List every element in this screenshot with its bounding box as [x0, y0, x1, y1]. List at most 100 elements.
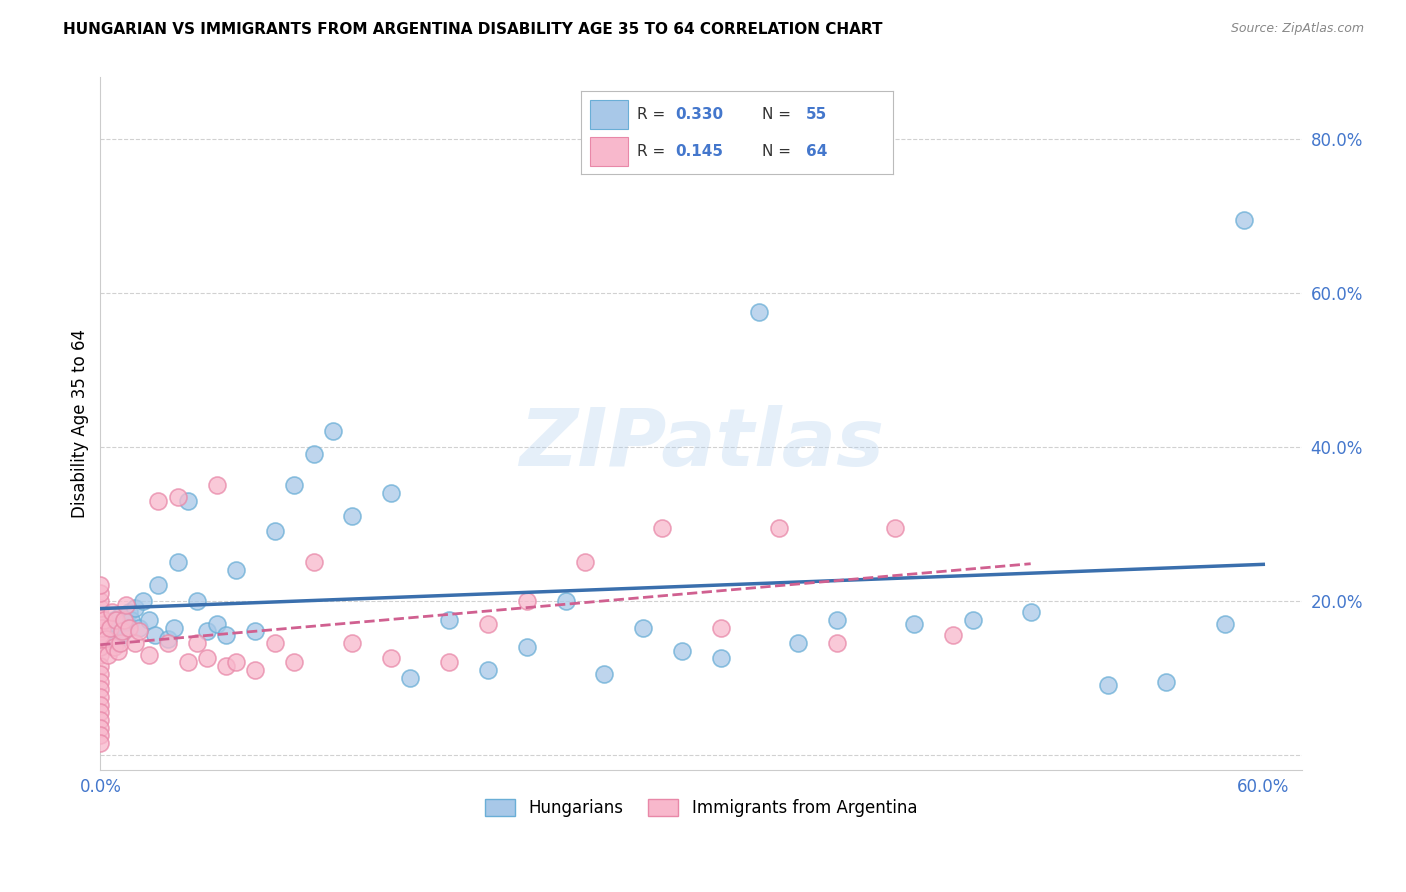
Point [89, 659, 111, 673]
Point [124, 636, 146, 650]
Point [89, 640, 111, 654]
Point [516, 640, 538, 654]
Point [245, 624, 267, 639]
Point [439, 613, 461, 627]
Point [104, 613, 127, 627]
Point [195, 624, 218, 639]
Point [98, 624, 121, 639]
Point [93, 613, 115, 627]
Point [89, 728, 111, 742]
Point [96, 621, 118, 635]
Point [108, 636, 131, 650]
Point [962, 613, 984, 627]
Point [477, 616, 499, 631]
Point [89, 601, 111, 615]
Point [107, 618, 129, 632]
Point [118, 621, 141, 635]
Point [138, 613, 160, 627]
Point [283, 655, 305, 669]
Point [225, 655, 247, 669]
Point [128, 624, 150, 639]
Point [89, 713, 111, 727]
Point [93, 628, 115, 642]
Point [89, 586, 111, 600]
Point [787, 636, 810, 650]
Point [128, 621, 150, 635]
Point [143, 628, 166, 642]
Point [89, 736, 111, 750]
Point [710, 621, 733, 635]
Point [205, 478, 228, 492]
Y-axis label: Disability Age 35 to 64: Disability Age 35 to 64 [72, 329, 89, 518]
Point [124, 601, 146, 615]
Point [186, 636, 208, 650]
Point [1019, 605, 1042, 619]
Point [97, 648, 120, 662]
Point [554, 593, 576, 607]
Point [380, 486, 402, 500]
Point [89, 632, 111, 647]
Point [195, 651, 218, 665]
Point [884, 520, 907, 534]
Point [89, 682, 111, 697]
Point [148, 493, 170, 508]
Point [97, 616, 120, 631]
Point [103, 613, 125, 627]
Point [768, 520, 790, 534]
Point [89, 578, 111, 592]
Point [89, 690, 111, 704]
Point [1213, 616, 1236, 631]
Point [89, 628, 111, 642]
Point [1097, 678, 1119, 692]
Point [118, 605, 141, 619]
Point [91, 621, 114, 635]
Point [108, 609, 131, 624]
Point [101, 632, 124, 647]
Point [302, 448, 325, 462]
Text: HUNGARIAN VS IMMIGRANTS FROM ARGENTINA DISABILITY AGE 35 TO 64 CORRELATION CHART: HUNGARIAN VS IMMIGRANTS FROM ARGENTINA D… [63, 22, 883, 37]
Point [114, 598, 136, 612]
Point [112, 623, 135, 637]
Point [322, 425, 344, 439]
Point [593, 666, 616, 681]
Point [167, 555, 190, 569]
Point [89, 666, 111, 681]
Point [825, 636, 848, 650]
Point [89, 609, 111, 624]
Point [302, 555, 325, 569]
Point [114, 615, 136, 630]
Point [342, 509, 364, 524]
Point [516, 593, 538, 607]
Point [157, 636, 180, 650]
Point [263, 524, 285, 539]
Point [439, 655, 461, 669]
Point [98, 621, 121, 635]
Point [263, 636, 285, 650]
Point [245, 663, 267, 677]
Point [132, 593, 155, 607]
Point [107, 644, 129, 658]
Point [205, 616, 228, 631]
Point [96, 632, 118, 647]
Point [225, 563, 247, 577]
Point [215, 659, 238, 673]
Point [176, 655, 198, 669]
Point [120, 613, 142, 627]
Point [112, 613, 135, 627]
Point [101, 605, 124, 619]
Point [138, 648, 160, 662]
Point [111, 624, 134, 639]
Point [89, 698, 111, 712]
Text: Source: ZipAtlas.com: Source: ZipAtlas.com [1230, 22, 1364, 36]
Point [157, 632, 180, 647]
Legend: Hungarians, Immigrants from Argentina: Hungarians, Immigrants from Argentina [478, 792, 924, 824]
Point [710, 651, 733, 665]
Point [651, 520, 673, 534]
Point [103, 640, 125, 654]
Point [186, 593, 208, 607]
Point [89, 674, 111, 689]
Point [399, 671, 422, 685]
Point [671, 644, 693, 658]
Point [1156, 674, 1178, 689]
Point [574, 555, 596, 569]
